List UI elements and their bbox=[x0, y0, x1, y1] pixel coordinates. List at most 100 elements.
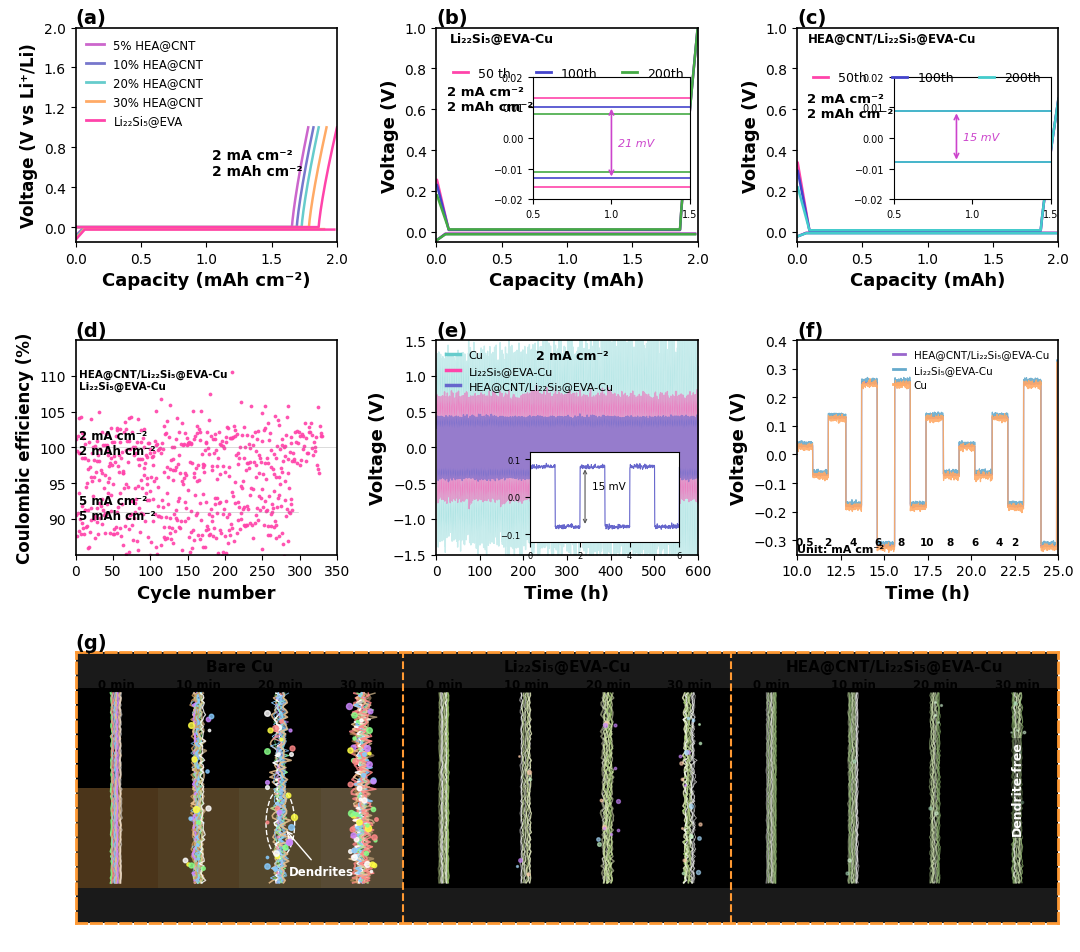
Text: 10: 10 bbox=[919, 537, 934, 547]
Point bbox=[86, 440, 104, 455]
Point bbox=[177, 468, 194, 484]
Point bbox=[148, 540, 165, 555]
Point bbox=[168, 410, 186, 426]
Legend: 50 th, 100th, 200th: 50 th, 100th, 200th bbox=[448, 63, 689, 86]
Point bbox=[294, 426, 311, 442]
Point bbox=[68, 528, 85, 544]
Point bbox=[161, 526, 178, 542]
Point bbox=[198, 436, 215, 451]
Point bbox=[270, 470, 287, 486]
Point bbox=[78, 480, 95, 495]
Point bbox=[124, 494, 141, 509]
Point bbox=[167, 510, 185, 526]
Point bbox=[206, 497, 224, 512]
Point bbox=[289, 435, 307, 450]
Point bbox=[153, 436, 171, 451]
Point bbox=[279, 502, 296, 517]
Point bbox=[129, 434, 146, 449]
Point bbox=[238, 456, 255, 471]
Point bbox=[302, 415, 320, 430]
Point bbox=[255, 466, 272, 482]
Point bbox=[252, 503, 269, 518]
Point bbox=[188, 474, 205, 489]
Point bbox=[243, 429, 260, 445]
Bar bbox=[76, 788, 158, 888]
Point bbox=[231, 440, 248, 455]
Point bbox=[249, 513, 267, 528]
Point bbox=[241, 488, 258, 504]
Point bbox=[166, 524, 184, 539]
Point bbox=[145, 491, 162, 506]
Point bbox=[262, 519, 280, 534]
Point bbox=[249, 489, 267, 505]
Point bbox=[137, 486, 154, 501]
Point bbox=[92, 442, 109, 457]
Point bbox=[253, 542, 270, 557]
Point bbox=[286, 453, 303, 468]
Point bbox=[126, 482, 144, 497]
Text: (e): (e) bbox=[436, 322, 468, 341]
Point bbox=[85, 508, 103, 524]
Point bbox=[204, 528, 221, 544]
Point bbox=[180, 435, 198, 450]
Point bbox=[230, 500, 247, 515]
Point bbox=[255, 518, 272, 533]
Point bbox=[274, 438, 292, 453]
Point bbox=[99, 475, 117, 490]
Point bbox=[219, 421, 237, 436]
Point bbox=[163, 532, 180, 547]
Point bbox=[194, 540, 212, 555]
Point bbox=[191, 532, 208, 547]
Point bbox=[224, 485, 241, 500]
Point bbox=[228, 526, 245, 542]
Text: (b): (b) bbox=[436, 10, 468, 29]
Point bbox=[300, 420, 318, 435]
Point bbox=[126, 440, 144, 455]
Point bbox=[200, 527, 217, 543]
Point bbox=[243, 517, 260, 532]
Point bbox=[271, 418, 288, 433]
Point bbox=[194, 486, 212, 502]
Point bbox=[73, 451, 91, 466]
Point bbox=[147, 471, 164, 486]
Point bbox=[81, 525, 98, 540]
Point bbox=[98, 497, 116, 512]
Point bbox=[173, 561, 190, 576]
Point bbox=[252, 455, 269, 470]
Point bbox=[99, 444, 117, 459]
Point bbox=[191, 433, 208, 448]
Point bbox=[305, 447, 322, 463]
Point bbox=[87, 465, 105, 480]
Point bbox=[258, 451, 275, 466]
Point bbox=[266, 466, 283, 482]
Text: 20 min: 20 min bbox=[913, 679, 958, 691]
Point bbox=[139, 530, 157, 545]
Point bbox=[251, 448, 268, 464]
Point bbox=[199, 426, 216, 441]
Point bbox=[218, 430, 235, 446]
Point bbox=[311, 419, 328, 434]
Point bbox=[192, 512, 210, 527]
Point bbox=[233, 479, 251, 494]
Text: HEA@CNT/Li₂₂Si₅@EVA-Cu
Li₂₂Si₅@EVA-Cu: HEA@CNT/Li₂₂Si₅@EVA-Cu Li₂₂Si₅@EVA-Cu bbox=[79, 369, 228, 391]
Point bbox=[260, 489, 278, 505]
Point bbox=[96, 506, 113, 521]
Point bbox=[217, 434, 234, 449]
Point bbox=[146, 506, 163, 522]
Point bbox=[124, 426, 141, 441]
Point bbox=[109, 500, 126, 515]
Point bbox=[203, 459, 220, 474]
Point bbox=[257, 456, 274, 471]
Point bbox=[281, 506, 298, 521]
Point bbox=[105, 477, 122, 492]
Point bbox=[300, 426, 318, 441]
Point bbox=[235, 501, 253, 516]
Point bbox=[240, 461, 257, 476]
Point bbox=[98, 438, 116, 453]
Point bbox=[212, 466, 229, 482]
Point bbox=[201, 527, 218, 543]
Point bbox=[84, 488, 102, 504]
Point bbox=[172, 514, 190, 529]
Point bbox=[235, 451, 253, 466]
Point bbox=[179, 483, 197, 498]
